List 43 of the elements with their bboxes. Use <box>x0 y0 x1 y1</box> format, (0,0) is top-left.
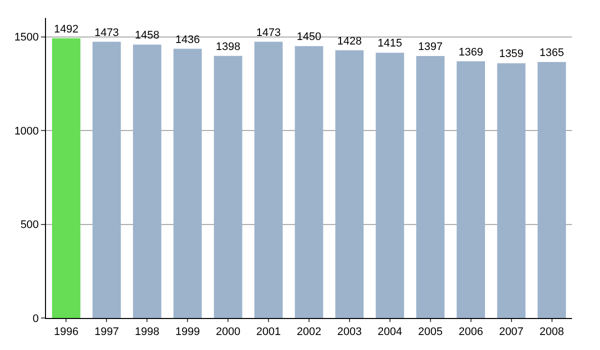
data-label: 1473 <box>94 26 119 39</box>
data-label: 1473 <box>256 26 281 39</box>
data-label: 1359 <box>499 48 524 60</box>
data-label: 1436 <box>175 34 200 46</box>
x-tick-label: 2005 <box>418 326 443 338</box>
x-tick-label: 1996 <box>54 326 78 338</box>
bar <box>214 56 242 318</box>
bar <box>497 63 526 318</box>
bar <box>335 50 364 318</box>
y-tick-label: 1500 <box>14 32 39 44</box>
x-tick-label: 2006 <box>458 326 484 338</box>
bar <box>376 52 404 318</box>
x-tick-label: 2008 <box>540 326 564 338</box>
y-tick-label: 500 <box>20 219 39 232</box>
data-label: 1492 <box>54 23 78 36</box>
y-tick-label: 0 <box>32 312 39 325</box>
x-tick-label: 2002 <box>296 326 322 338</box>
bar <box>254 42 283 318</box>
bar <box>173 48 202 318</box>
data-label: 1415 <box>378 38 402 50</box>
data-label: 1397 <box>418 41 443 54</box>
bar <box>92 42 121 318</box>
data-label: 1450 <box>296 31 322 44</box>
x-tick-label: 2007 <box>499 326 524 338</box>
x-tick-label: 1998 <box>134 326 160 338</box>
bar <box>416 56 445 318</box>
data-label: 1398 <box>216 40 240 53</box>
bar <box>52 38 80 318</box>
x-tick-label: 2004 <box>378 326 402 338</box>
x-tick-label: 1999 <box>175 326 200 338</box>
data-label: 1369 <box>458 46 484 58</box>
x-tick-label: 1997 <box>94 326 119 338</box>
x-tick-label: 2003 <box>337 326 362 338</box>
y-tick-label: 1000 <box>14 125 39 138</box>
bar <box>538 62 566 318</box>
data-label: 1458 <box>134 30 160 42</box>
x-tick-label: 2000 <box>216 326 240 338</box>
bar <box>456 61 486 318</box>
data-label: 1428 <box>337 35 362 48</box>
bar <box>294 46 324 318</box>
bar <box>132 44 162 318</box>
x-tick-label: 2001 <box>256 326 281 338</box>
data-label: 1365 <box>540 47 564 60</box>
